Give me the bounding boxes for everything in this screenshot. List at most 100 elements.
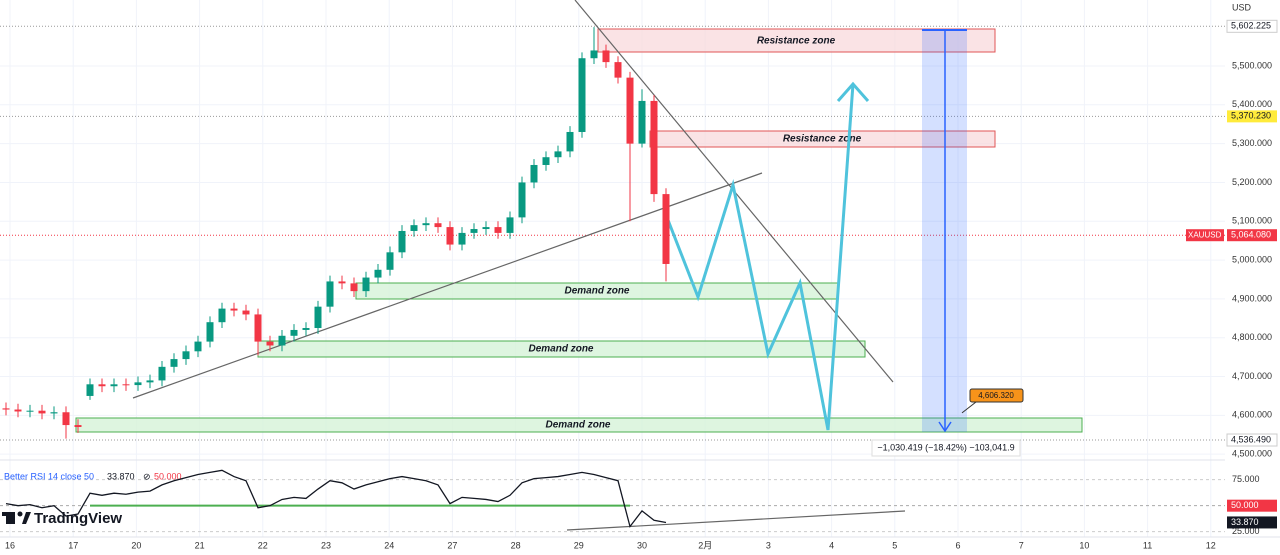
candle-body [614, 62, 622, 78]
candle-body [242, 310, 250, 315]
measure-label-box [871, 439, 1021, 457]
indicator-level: 50.000 [154, 471, 182, 481]
x-tick-label: 30 [637, 540, 647, 550]
candle-body [266, 341, 274, 346]
candle-body [50, 412, 58, 414]
logo-mark [22, 512, 31, 524]
x-tick-label: 27 [447, 540, 457, 550]
x-tick-label: 23 [321, 540, 331, 550]
target-box [969, 388, 1024, 403]
grid [0, 0, 1225, 537]
resistance-zone [649, 130, 996, 148]
x-tick-label: 10 [1079, 540, 1089, 550]
candle-body [254, 314, 262, 342]
price-axis [1225, 0, 1280, 555]
x-tick-label: 5 [892, 540, 897, 550]
candle-body [230, 308, 238, 311]
trend-line [132, 172, 763, 399]
price-label: 5,370.230 [1231, 111, 1271, 121]
target-pointer [961, 401, 977, 414]
candle-body [62, 412, 70, 426]
candle-body [566, 131, 574, 152]
candle-body [590, 50, 598, 59]
y-tick-label: 5,300.000 [1232, 138, 1272, 148]
candle-body [650, 100, 658, 195]
candle-body [206, 322, 214, 342]
candle-body [278, 335, 286, 346]
x-tick-label: 7 [1019, 540, 1024, 550]
candle-body [74, 425, 82, 428]
projection-path [666, 83, 855, 431]
price-label-box [1226, 433, 1278, 447]
x-tick-label: 16 [5, 540, 15, 550]
x-tick-label: 2月 [698, 540, 712, 550]
candle-body [518, 182, 526, 218]
candle-body [494, 227, 502, 233]
candle-body [386, 252, 394, 270]
measure-label: −1,030.419 (−18.42%) −103,041.9 [877, 442, 1014, 452]
y-tick-label: 5,000.000 [1232, 254, 1272, 264]
trend-line [566, 510, 906, 531]
candle-body [434, 223, 442, 228]
x-tick-label: 22 [258, 540, 268, 550]
candle-body [374, 269, 382, 278]
candle-body [2, 408, 10, 410]
price-label-box [1227, 110, 1277, 123]
zone-label: Demand zone [564, 286, 629, 297]
zone-label: Resistance zone [783, 134, 862, 145]
candle-body [98, 384, 106, 387]
x-tick-label: 24 [384, 540, 394, 550]
candle-body [506, 217, 514, 233]
candle-body [314, 306, 322, 329]
x-tick-label: 11 [1143, 540, 1152, 550]
x-tick-label: 3 [766, 540, 771, 550]
candle-body [422, 223, 430, 226]
y-tick-label: 4,600.000 [1232, 410, 1272, 420]
logo-mark [17, 511, 23, 517]
zone-label: Demand zone [528, 344, 593, 355]
candle-body [38, 410, 46, 414]
logo-mark [6, 512, 15, 524]
y-tick-label: 4,800.000 [1232, 332, 1272, 342]
demand-zone [75, 417, 1083, 433]
candle-body [338, 281, 346, 284]
measure-arrowhead [938, 421, 952, 433]
currency: USD [1232, 2, 1252, 12]
y-tick-label: 5,200.000 [1232, 177, 1272, 187]
x-tick-label: 28 [511, 540, 521, 550]
y-tick-label: 4,900.000 [1232, 293, 1272, 303]
candle-body [410, 225, 418, 231]
candle-body [362, 277, 370, 292]
candle-body [302, 328, 310, 330]
candle-body [350, 283, 358, 292]
candle-body [110, 384, 118, 387]
zone-label: Resistance zone [757, 36, 836, 47]
candles [2, 27, 670, 439]
level-label-box [1227, 499, 1277, 512]
candle-body [26, 410, 34, 412]
y-tick-label: 75.000 [1232, 474, 1260, 484]
y-tick-label: 5,500.000 [1232, 60, 1272, 70]
x-tick-label: 21 [195, 540, 205, 550]
x-tick-label: 20 [131, 540, 141, 550]
logo-mark [2, 512, 14, 516]
zone-label: Demand zone [545, 420, 610, 431]
price-label: 5,602.225 [1231, 21, 1271, 31]
candle-body [194, 341, 202, 352]
brand: TradingView [34, 510, 122, 527]
candle-body [482, 227, 490, 230]
symbol-label-box [1186, 229, 1224, 242]
candle-body [554, 151, 562, 158]
x-tick-label: 17 [68, 540, 78, 550]
price-label: 4,536.490 [1231, 434, 1271, 444]
indicator-value: 33.870 [107, 471, 135, 481]
y-tick-label: 25.000 [1232, 526, 1260, 536]
candle-body [446, 227, 454, 245]
candle-body [218, 308, 226, 323]
candle-body [170, 359, 178, 367]
price-label-box [1227, 229, 1277, 242]
candle-body [182, 351, 190, 360]
x-tick-label: 29 [574, 540, 584, 550]
